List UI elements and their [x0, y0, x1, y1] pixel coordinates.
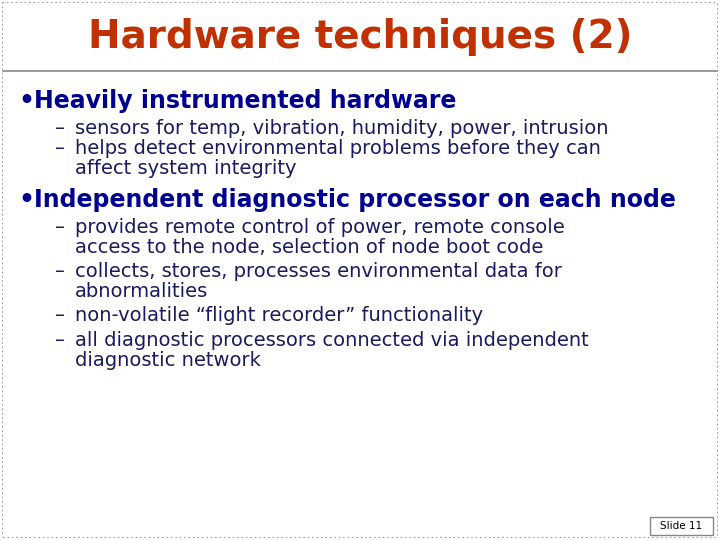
FancyBboxPatch shape — [3, 3, 717, 71]
FancyBboxPatch shape — [650, 517, 713, 535]
Text: all diagnostic processors connected via independent: all diagnostic processors connected via … — [75, 331, 589, 350]
Text: •: • — [18, 188, 34, 212]
Text: •: • — [18, 89, 34, 113]
Text: –: – — [55, 218, 65, 237]
Text: –: – — [55, 331, 65, 350]
Text: diagnostic network: diagnostic network — [75, 351, 261, 370]
Text: abnormalities: abnormalities — [75, 282, 208, 301]
Text: –: – — [55, 306, 65, 325]
Text: –: – — [55, 139, 65, 158]
Text: affect system integrity: affect system integrity — [75, 159, 297, 178]
FancyBboxPatch shape — [3, 71, 717, 537]
FancyBboxPatch shape — [3, 3, 717, 537]
Text: access to the node, selection of node boot code: access to the node, selection of node bo… — [75, 238, 544, 257]
Text: –: – — [55, 262, 65, 281]
Text: Independent diagnostic processor on each node: Independent diagnostic processor on each… — [34, 188, 676, 212]
Text: provides remote control of power, remote console: provides remote control of power, remote… — [75, 218, 564, 237]
Text: helps detect environmental problems before they can: helps detect environmental problems befo… — [75, 139, 601, 158]
Text: collects, stores, processes environmental data for: collects, stores, processes environmenta… — [75, 262, 562, 281]
Text: –: – — [55, 119, 65, 138]
Text: Slide 11: Slide 11 — [660, 521, 702, 531]
Text: non-volatile “flight recorder” functionality: non-volatile “flight recorder” functiona… — [75, 306, 483, 325]
Text: Heavily instrumented hardware: Heavily instrumented hardware — [34, 89, 456, 113]
Text: sensors for temp, vibration, humidity, power, intrusion: sensors for temp, vibration, humidity, p… — [75, 119, 608, 138]
Text: Hardware techniques (2): Hardware techniques (2) — [88, 18, 632, 56]
